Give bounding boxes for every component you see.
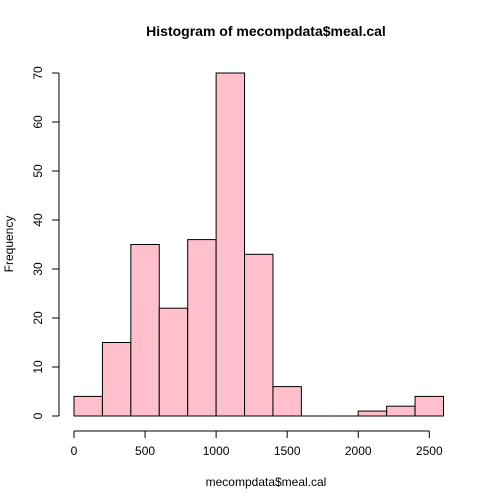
chart-title: Histogram of mecompdata$meal.cal [146,23,386,39]
y-tick-label: 0 [31,412,45,419]
histogram-bar [158,307,189,417]
x-tick-label: 1500 [274,444,301,458]
histogram-bar [244,253,274,417]
histogram-bar [272,386,302,417]
histogram-bar [386,405,416,417]
y-tick-label: 50 [31,164,45,178]
histogram-bar [215,72,246,417]
x-tick-label: 1000 [203,444,230,458]
x-axis: 0 500 1000 1500 2000 2500 [71,430,443,458]
y-tick-label: 10 [31,360,45,374]
y-axis: 0 10 20 30 40 50 60 70 [31,66,60,419]
bars-group [73,72,445,417]
x-tick-label: 0 [71,444,78,458]
x-tick-label: 2500 [416,444,443,458]
x-tick-label: 2000 [345,444,372,458]
y-axis-label: Frequency [2,216,16,273]
histogram-bar [357,410,388,417]
y-tick-label: 20 [31,311,45,325]
histogram-bar [101,342,132,417]
y-tick-label: 40 [31,213,45,227]
histogram-bar [73,395,103,417]
histogram-bar [187,239,217,417]
y-tick-label: 70 [31,66,45,80]
histogram-bar [414,395,445,417]
x-axis-label: mecompdata$meal.cal [206,475,327,489]
y-tick-label: 60 [31,115,45,129]
histogram-bar [130,244,160,417]
x-tick-label: 500 [135,444,155,458]
y-tick-label: 30 [31,262,45,276]
